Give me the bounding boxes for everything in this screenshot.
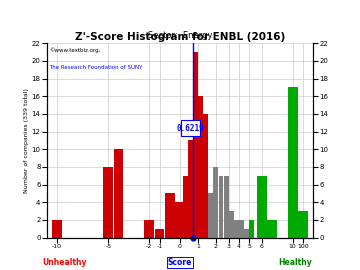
- Bar: [103, 167, 113, 238]
- Bar: [144, 220, 154, 238]
- Bar: [229, 211, 234, 238]
- Bar: [183, 176, 188, 238]
- Text: ©www.textbiz.org,: ©www.textbiz.org,: [49, 47, 101, 53]
- Text: Score: Score: [168, 258, 192, 267]
- Bar: [198, 96, 203, 238]
- Bar: [155, 229, 165, 238]
- Bar: [298, 211, 308, 238]
- Bar: [234, 220, 239, 238]
- Bar: [213, 167, 218, 238]
- Title: Z'-Score Histogram for ENBL (2016): Z'-Score Histogram for ENBL (2016): [75, 32, 285, 42]
- Bar: [219, 176, 224, 238]
- Bar: [188, 140, 193, 238]
- Bar: [193, 52, 198, 238]
- Bar: [224, 176, 229, 238]
- FancyBboxPatch shape: [180, 120, 200, 136]
- Text: Sector:  Energy: Sector: Energy: [148, 31, 212, 40]
- Bar: [208, 193, 213, 238]
- Bar: [114, 149, 123, 238]
- Bar: [175, 202, 185, 238]
- Y-axis label: Number of companies (339 total): Number of companies (339 total): [24, 88, 29, 193]
- Bar: [267, 220, 277, 238]
- Bar: [203, 114, 208, 238]
- Text: The Research Foundation of SUNY: The Research Foundation of SUNY: [49, 65, 143, 70]
- Text: Healthy: Healthy: [278, 258, 312, 267]
- Text: 0.6219: 0.6219: [176, 124, 204, 133]
- Bar: [165, 193, 175, 238]
- Bar: [257, 176, 267, 238]
- Text: Unhealthy: Unhealthy: [42, 258, 87, 267]
- Bar: [288, 87, 298, 238]
- Bar: [52, 220, 62, 238]
- Bar: [249, 220, 254, 238]
- Bar: [239, 220, 244, 238]
- Bar: [244, 229, 249, 238]
